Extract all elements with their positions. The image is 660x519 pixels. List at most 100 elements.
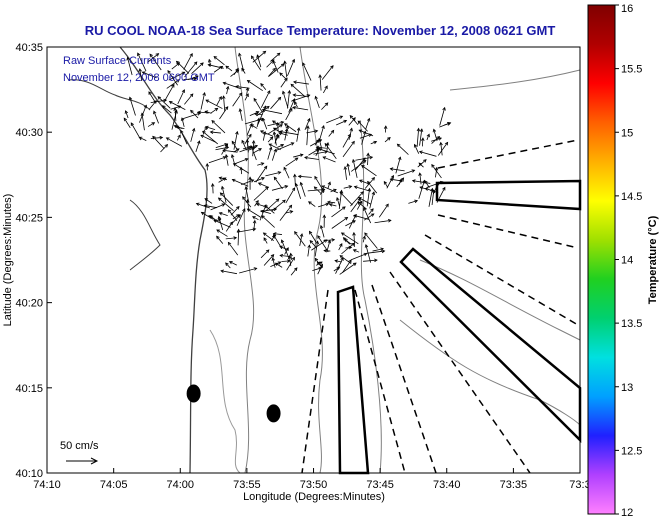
current-vector-213 [314,139,319,146]
colorbar-tick-label-2: 13 [621,382,633,394]
current-vector-129 [188,75,199,80]
y-axis-label: Latitude (Degrees:Minutes) [2,194,14,327]
current-vector-4 [168,71,186,81]
current-vector-333 [271,257,276,268]
current-vector-232 [299,181,306,197]
legend-line-1: Raw Surface Currents [63,55,172,67]
current-vector-131 [231,140,238,151]
current-vector-246 [366,152,370,165]
current-vector-154 [420,137,425,147]
current-vector-316 [319,224,325,238]
surface-current-vectors [123,50,452,276]
current-vector-184 [322,156,336,163]
current-vector-278 [432,128,438,142]
current-vector-386 [270,261,282,268]
current-vector-406 [236,227,257,233]
current-vector-352 [363,258,378,263]
current-vector-50 [238,108,243,121]
current-vector-390 [307,244,311,257]
current-vector-62 [171,62,181,70]
current-vector-135 [284,128,289,141]
current-vector-47 [260,82,267,90]
current-vector-252 [395,156,402,174]
current-vector-388 [260,249,270,259]
current-vector-83 [292,105,309,111]
current-vector-239 [355,157,366,171]
current-vector-222 [211,120,226,134]
current-vector-90 [244,93,249,101]
current-vector-317 [272,232,282,236]
current-vector-175 [205,162,210,171]
colorbar-tick-label-1: 12.5 [621,445,642,457]
current-vector-344 [352,231,356,247]
current-vector-375 [227,209,238,221]
scale-arrowhead [90,457,99,465]
contour-line-6 [449,69,581,91]
current-vector-218 [204,198,213,204]
current-vector-126 [130,122,142,141]
current-vector-266 [274,134,280,142]
current-vector-308 [334,259,342,263]
x-tick-label-5: 73:45 [366,479,394,491]
current-vector-288 [220,185,227,203]
current-vector-405 [353,214,370,220]
current-vector-236 [343,166,348,180]
current-vector-189 [304,156,319,160]
current-vector-102 [180,129,188,145]
current-vector-66 [173,107,177,121]
current-vector-75 [318,74,322,91]
contour-line-1 [234,46,255,474]
current-vector-107 [281,90,289,109]
current-vector-380 [352,249,360,253]
current-vector-372 [345,245,353,250]
current-vector-310 [220,269,238,275]
current-vector-359 [225,236,238,240]
current-vector-74 [256,54,262,68]
current-vector-80 [321,65,334,80]
current-vector-61 [225,65,233,72]
current-vector-53 [128,96,136,116]
current-vector-1 [246,80,263,92]
current-vector-193 [383,125,388,133]
buoy-marker-2 [266,404,281,423]
current-vector-95 [166,79,180,89]
current-vector-8 [153,110,159,124]
current-vector-243 [389,167,405,172]
current-vector-144 [285,187,296,204]
y-tick-label-3: 40:25 [15,212,43,224]
current-vector-197 [309,139,323,147]
current-vector-43 [137,52,147,72]
current-vector-51 [244,117,265,125]
coastline-bay [67,79,151,111]
current-vector-396 [339,262,357,275]
current-vector-79 [147,53,160,63]
radial-dashed-lines [301,139,579,474]
current-vector-45 [167,69,178,86]
current-vector-271 [417,159,427,168]
current-vector-138 [275,142,295,152]
current-vector-167 [255,202,265,207]
x-tick-label-4: 73:50 [300,479,328,491]
current-vector-164 [408,199,419,204]
current-vector-334 [308,201,316,207]
contour-line-5 [399,319,581,426]
coastline [67,46,208,474]
current-vector-362 [378,203,389,218]
current-vector-88 [126,56,133,76]
dashed-line-3 [424,234,579,326]
current-vector-199 [231,178,249,187]
current-vector-84 [150,135,164,140]
current-vector-364 [314,240,319,257]
current-vector-198 [353,185,371,192]
current-vector-404 [263,237,268,244]
current-vector-264 [348,117,356,126]
current-vector-96 [157,96,171,109]
current-vector-73 [279,72,287,80]
current-vector-33 [262,131,267,141]
x-tick-label-1: 74:05 [100,479,128,491]
current-vector-72 [261,108,283,115]
y-tick-label-1: 40:15 [15,383,43,395]
contour-line-4 [419,259,581,341]
current-vector-336 [218,211,228,216]
